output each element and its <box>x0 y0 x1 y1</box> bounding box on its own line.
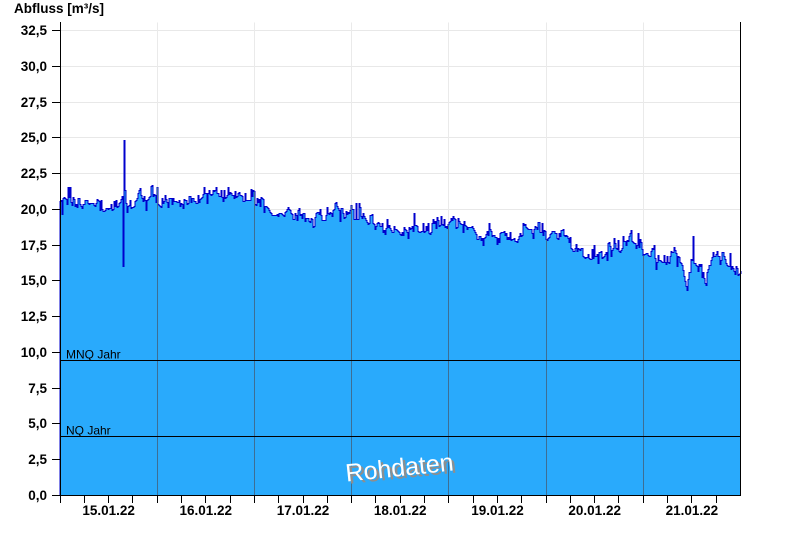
svg-text:Abfluss [m³/s]: Abfluss [m³/s] <box>14 1 104 16</box>
svg-text:22,5: 22,5 <box>21 166 48 181</box>
svg-text:19.01.22: 19.01.22 <box>471 503 524 518</box>
svg-text:NQ Jahr: NQ Jahr <box>66 424 111 438</box>
svg-text:10,0: 10,0 <box>21 345 47 360</box>
svg-text:15,0: 15,0 <box>21 273 47 288</box>
svg-text:5,0: 5,0 <box>28 416 47 431</box>
svg-text:16.01.22: 16.01.22 <box>180 503 233 518</box>
svg-text:20,0: 20,0 <box>21 202 47 217</box>
svg-text:MNQ Jahr: MNQ Jahr <box>66 348 121 362</box>
svg-text:18.01.22: 18.01.22 <box>374 503 427 518</box>
svg-text:0,0: 0,0 <box>28 488 47 503</box>
svg-text:17,5: 17,5 <box>21 238 48 253</box>
svg-text:17.01.22: 17.01.22 <box>277 503 330 518</box>
svg-text:20.01.22: 20.01.22 <box>568 503 621 518</box>
svg-text:12,5: 12,5 <box>21 309 48 324</box>
svg-text:25,0: 25,0 <box>21 130 47 145</box>
svg-text:30,0: 30,0 <box>21 59 47 74</box>
svg-text:7,5: 7,5 <box>28 381 47 396</box>
svg-text:15.01.22: 15.01.22 <box>82 503 135 518</box>
svg-text:21.01.22: 21.01.22 <box>666 503 719 518</box>
svg-text:32,5: 32,5 <box>21 23 48 38</box>
svg-text:2,5: 2,5 <box>28 452 47 467</box>
svg-text:27,5: 27,5 <box>21 95 48 110</box>
